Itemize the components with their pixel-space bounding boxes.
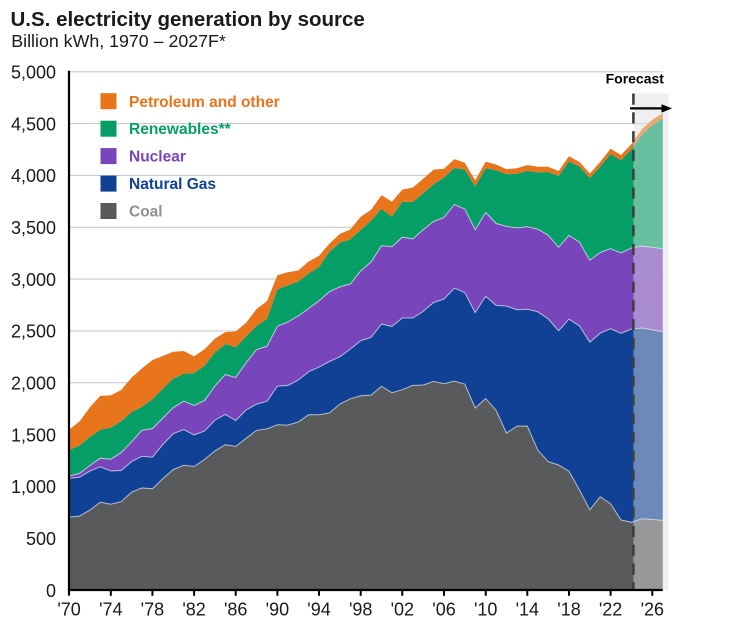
svg-text:Forecast: Forecast [606,71,665,87]
svg-text:1,500: 1,500 [11,425,56,445]
svg-text:4,000: 4,000 [11,166,56,186]
svg-text:Renewables**: Renewables** [129,121,232,138]
svg-text:'94: '94 [307,600,330,620]
svg-text:'86: '86 [224,600,247,620]
svg-text:4,500: 4,500 [11,114,56,134]
svg-text:3,500: 3,500 [11,218,56,238]
svg-text:'90: '90 [266,600,289,620]
svg-text:3,000: 3,000 [11,270,56,290]
svg-text:'22: '22 [599,600,622,620]
svg-text:'82: '82 [182,600,205,620]
svg-text:'98: '98 [349,600,372,620]
svg-text:5,000: 5,000 [11,63,56,83]
svg-text:'70: '70 [57,600,80,620]
svg-text:'74: '74 [99,600,122,620]
svg-text:2,000: 2,000 [11,374,56,394]
svg-text:Coal: Coal [129,204,163,221]
svg-text:2,500: 2,500 [11,322,56,342]
svg-text:0: 0 [46,581,56,601]
svg-text:1,000: 1,000 [11,477,56,497]
svg-text:'14: '14 [516,600,539,620]
svg-text:'06: '06 [432,600,455,620]
svg-text:Petroleum and other: Petroleum and other [129,94,280,111]
svg-text:'78: '78 [141,600,164,620]
svg-text:Natural Gas: Natural Gas [129,176,216,193]
svg-text:Nuclear: Nuclear [129,149,186,166]
svg-text:'26: '26 [641,600,664,620]
svg-text:500: 500 [26,529,56,549]
svg-text:'02: '02 [391,600,414,620]
svg-text:'18: '18 [557,600,580,620]
svg-text:'10: '10 [474,600,497,620]
